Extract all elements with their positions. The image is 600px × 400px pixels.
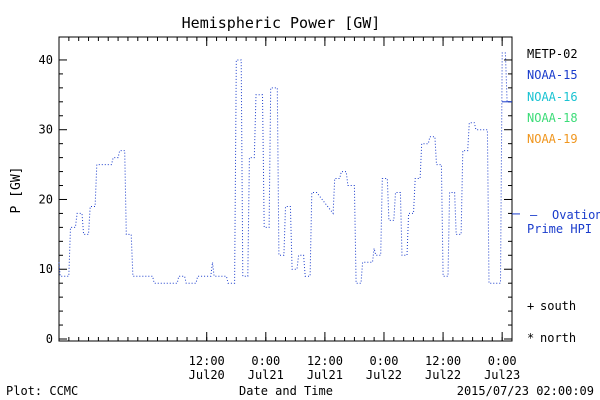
south-label: south bbox=[540, 299, 576, 313]
ovation-label-line1: Ovation bbox=[552, 208, 600, 222]
x-tick-time-label: 0:00 bbox=[488, 354, 517, 368]
x-tick-time-label: 12:00 bbox=[425, 354, 461, 368]
footer-timestamp: 2015/07/23 02:00:09 bbox=[457, 384, 594, 398]
y-tick-label: 40 bbox=[39, 53, 53, 67]
chart-title: Hemispheric Power [GW] bbox=[182, 14, 381, 32]
plot-frame bbox=[58, 36, 513, 342]
x-tick-time-label: 0:00 bbox=[370, 354, 399, 368]
legend-entry-noaa-19: NOAA-19 bbox=[527, 132, 578, 146]
x-tick-date-label: Jul20 bbox=[189, 368, 225, 382]
x-axis-ticks: 12:00Jul200:00Jul2112:00Jul210:00Jul2212… bbox=[58, 37, 520, 382]
north-label: north bbox=[540, 331, 576, 345]
x-tick-time-label: 12:00 bbox=[307, 354, 343, 368]
series-layer bbox=[58, 52, 520, 284]
y-axis-ticks: 0 10 20 30 40 bbox=[39, 53, 512, 346]
north-marker: * bbox=[527, 331, 534, 345]
x-tick-date-label: Jul21 bbox=[248, 368, 284, 382]
y-axis-label: P [GW] bbox=[9, 167, 24, 214]
legend: METP-02 NOAA-15 NOAA-16 NOAA-18 NOAA-19 bbox=[527, 47, 578, 146]
x-axis-label: Date and Time bbox=[239, 384, 333, 398]
legend-entry-noaa-16: NOAA-16 bbox=[527, 90, 578, 104]
x-tick-time-label: 0:00 bbox=[251, 354, 280, 368]
legend-entry-noaa-15: NOAA-15 bbox=[527, 68, 578, 82]
y-tick-label: 20 bbox=[39, 192, 53, 206]
legend-entry-noaa-18: NOAA-18 bbox=[527, 111, 578, 125]
x-tick-time-label: 12:00 bbox=[189, 354, 225, 368]
y-tick-label: 0 bbox=[46, 332, 53, 346]
x-tick-date-label: Jul22 bbox=[366, 368, 402, 382]
footer-plot-credit: Plot: CCMC bbox=[6, 384, 78, 398]
legend-entry-metp-02: METP-02 bbox=[527, 47, 578, 61]
y-tick-label: 10 bbox=[39, 262, 53, 276]
x-tick-date-label: Jul23 bbox=[484, 368, 520, 382]
ovation-legend: — Ovation Prime HPI bbox=[527, 208, 600, 236]
y-tick-label: 30 bbox=[39, 123, 53, 137]
south-marker: + bbox=[527, 299, 534, 313]
hemisphere-legend: + south * north bbox=[527, 299, 576, 345]
x-tick-date-label: Jul22 bbox=[425, 368, 461, 382]
ovation-marker: — bbox=[530, 208, 538, 222]
ovation-label-line2: Prime HPI bbox=[527, 222, 592, 236]
series-line-noaa-15 bbox=[58, 52, 512, 284]
x-tick-date-label: Jul21 bbox=[307, 368, 343, 382]
